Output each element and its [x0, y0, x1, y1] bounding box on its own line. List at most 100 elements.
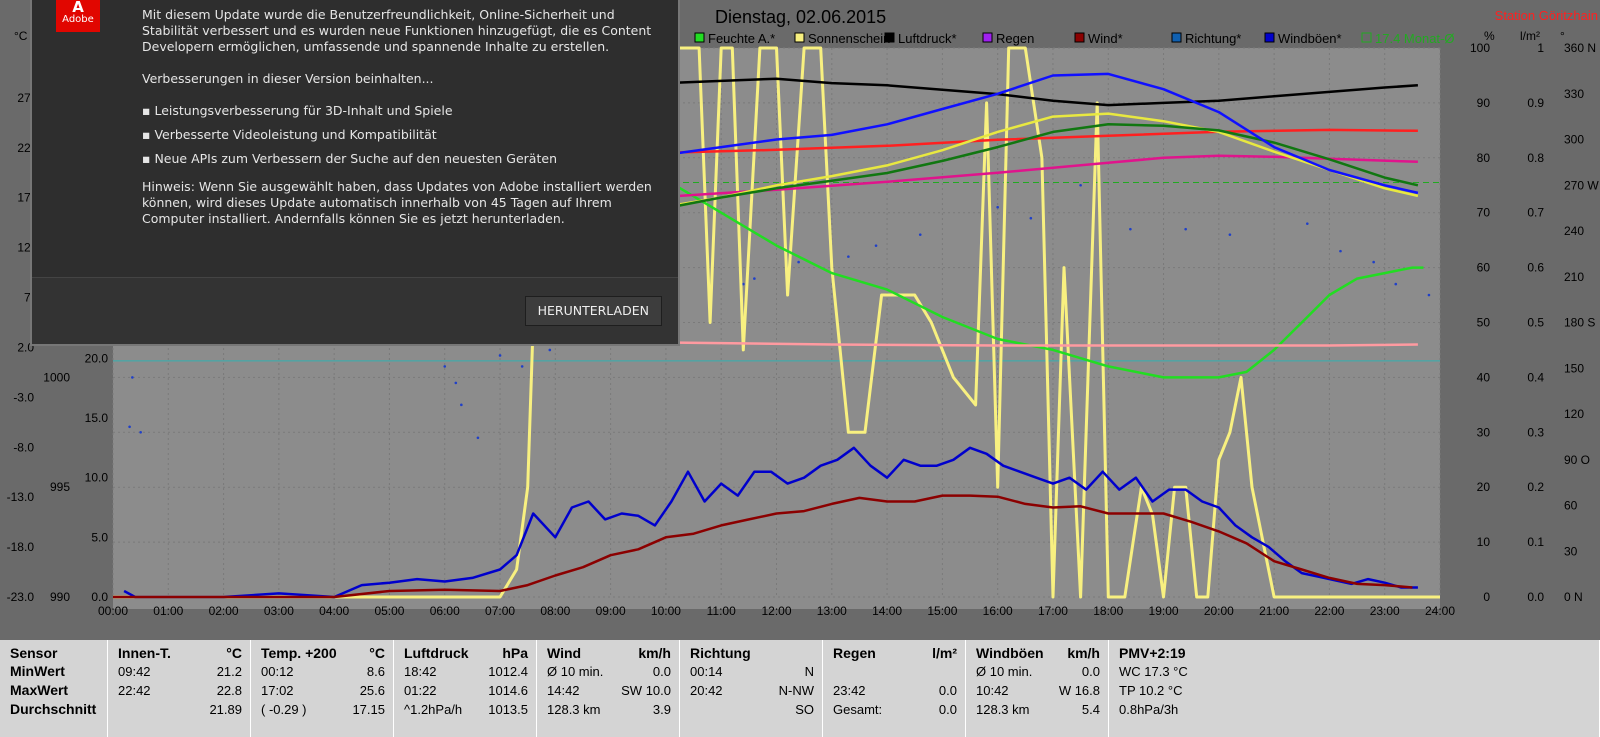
direction-sample-dot: [128, 425, 131, 429]
direction-sample-dot: [797, 260, 800, 264]
stats-header-unit: km/h: [638, 645, 671, 661]
direction-tick-label: 90 O: [1564, 453, 1590, 467]
stats-row: ( -0.29 ) 17.15: [251, 700, 393, 719]
stats-cell-label: 01:22: [404, 683, 437, 698]
stats-header-label: Sensor: [10, 645, 58, 661]
stats-cell-label: TP 10.2 °C: [1119, 683, 1183, 698]
percent-tick-label: 30: [1477, 425, 1491, 439]
wind-tick-label: 10.0: [85, 471, 109, 485]
x-tick-label: 07:00: [485, 604, 515, 618]
stats-cell-value: 22.8: [216, 683, 242, 698]
station-name: Station Göritzhain: [1495, 8, 1598, 23]
temperature-unit-label: °C: [14, 29, 28, 43]
temperature-tick-label: -18.0: [7, 540, 35, 554]
legend-swatch: [1171, 32, 1182, 43]
download-button[interactable]: HERUNTERLADEN: [524, 296, 662, 326]
x-tick-label: 08:00: [540, 604, 570, 618]
rain-tick-label: 1: [1537, 41, 1544, 55]
stats-cell-value: 25.6: [359, 683, 385, 698]
stats-cell-label: 10:42: [976, 683, 1009, 698]
legend-label: Windböen*: [1278, 31, 1342, 46]
percent-tick-label: 50: [1477, 316, 1491, 330]
stats-cell-value: 3.9: [652, 702, 671, 717]
direction-sample-dot: [498, 354, 502, 357]
stats-row: Gesamt: 0.0: [823, 700, 965, 719]
temperature-tick-label: -3.0: [13, 390, 34, 404]
stats-column: Wind km/h Ø 10 min. 0.0 14:42 SW 10.0 128.3 km…: [537, 640, 680, 737]
stats-header-label: Wind: [547, 645, 582, 661]
stats-cell-value: 17.15: [352, 702, 385, 717]
stats-cell-value: 0.0: [938, 702, 957, 717]
legend-swatch: [1264, 32, 1275, 43]
series-line-windb-en: [123, 446, 1418, 599]
direction-sample-dot: [476, 436, 480, 440]
rain-tick-label: 0.9: [1527, 96, 1544, 110]
percent-tick-label: 80: [1477, 151, 1491, 165]
wind-tick-label: 20.0: [85, 351, 109, 365]
stats-row: ^1.2hPa/h 1013.5: [394, 700, 536, 719]
pressure-tick-label: 990: [50, 590, 70, 604]
direction-sample-dot: [1306, 222, 1309, 225]
stats-cell-label: 22:42: [118, 683, 151, 698]
stats-cell-label: 09:42: [118, 664, 151, 679]
stats-cell-value: N: [804, 664, 814, 679]
x-tick-label: 24:00: [1425, 604, 1455, 618]
x-tick-label: 22:00: [1314, 604, 1344, 618]
stats-row: SO: [680, 700, 822, 719]
legend-label: Wind*: [1088, 31, 1123, 46]
legend-swatch: [1361, 32, 1372, 43]
direction-sample-dot: [454, 381, 458, 385]
direction-sample-dot: [753, 277, 756, 280]
direction-sample-dot: [1372, 260, 1375, 264]
stats-cell-value: 0.0: [1081, 664, 1100, 679]
stats-cell-label: 0.8hPa/3h: [1119, 702, 1179, 717]
stats-header: PMV+2:19: [1109, 640, 1599, 662]
series-line-temp-200: [665, 128, 1418, 155]
percent-tick-label: 0: [1483, 590, 1490, 604]
direction-sample-dot: [131, 376, 134, 379]
temperature-tick-label: 7.: [24, 291, 34, 305]
list-item: Leistungsverbesserung für 3D-Inhalt und …: [142, 103, 662, 119]
temperature-tick-label: 12.: [17, 241, 34, 255]
stats-cell-label: 128.3 km: [976, 702, 1030, 717]
stats-cell-label: Ø 10 min.: [976, 664, 1033, 679]
adobe-update-dialog: A Adobe Mit diesem Update wurde die Benu…: [30, 0, 680, 346]
stats-header-unit: l/m²: [932, 645, 957, 661]
temperature-tick-label: 17.: [17, 191, 34, 205]
stats-header: Innen-T. °C: [108, 640, 250, 662]
rain-tick-label: 0.3: [1527, 425, 1544, 439]
legend-swatch: [1074, 32, 1085, 43]
wind-tick-label: 0.0: [91, 590, 108, 604]
stats-cell-label: 14:42: [547, 683, 580, 698]
direction-sample-dot: [460, 403, 463, 407]
stats-cell-value: 0.0: [938, 683, 957, 698]
stats-header: Sensor: [0, 640, 107, 662]
stats-row: MaxWert: [0, 681, 107, 700]
stats-row: Durchschnitt: [0, 700, 107, 719]
stats-cell-label: ( -0.29 ): [261, 702, 307, 717]
dialog-footer: HERUNTERLADEN: [32, 277, 678, 344]
temperature-tick-label: 22.: [17, 141, 34, 155]
stats-row: WC 17.3 °C: [1109, 662, 1599, 681]
direction-sample-dot: [548, 348, 552, 352]
legend-label: Richtung*: [1185, 31, 1241, 46]
x-tick-label: 02:00: [209, 604, 239, 618]
stats-header-label: Regen: [833, 645, 876, 661]
stats-column: PMV+2:19 WC 17.3 °C TP 10.2 °C 0.8hPa/3h: [1109, 640, 1600, 737]
stats-header: Luftdruck hPa: [394, 640, 536, 662]
stats-column: Temp. +200 °C 00:12 8.6 17:02 25.6 ( -0.29 ) 17…: [251, 640, 394, 737]
stats-cell-value: SO: [795, 702, 814, 717]
x-tick-label: 17:00: [1038, 604, 1068, 618]
legend-swatch: [884, 32, 895, 43]
stats-column: Richtung 00:14 N 20:42 N-NW SO: [680, 640, 823, 737]
x-tick-label: 20:00: [1204, 604, 1234, 618]
stats-cell-value: 1013.5: [488, 702, 528, 717]
legend-swatch: [982, 32, 993, 43]
rain-tick-label: 0.6: [1527, 261, 1544, 275]
legend-label: 17.4 Monat-Ø: [1375, 31, 1455, 46]
stats-row: Ø 10 min. 0.0: [966, 662, 1108, 681]
direction-tick-label: 240: [1564, 224, 1584, 238]
stats-column-sensor: Sensor MinWert MaxWert Durchschnitt: [0, 640, 108, 737]
x-tick-label: 11:00: [707, 604, 736, 618]
rain-tick-label: 0.4: [1527, 370, 1544, 384]
